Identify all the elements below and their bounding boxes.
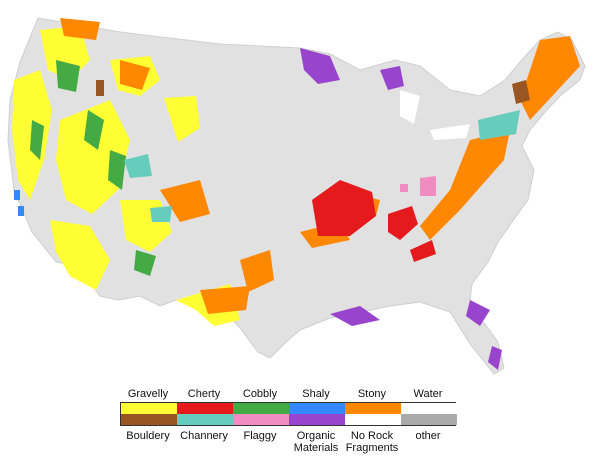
legend-label-channery: Channery: [180, 430, 228, 442]
swatch-no-rock-fragments: [345, 414, 401, 425]
legend-label-organic-materials: Organic Materials: [293, 430, 339, 454]
shaly-regions: [14, 190, 24, 216]
legend-label-other: other: [415, 430, 441, 442]
legend-label-gravelly: Gravelly: [127, 388, 169, 400]
swatch-stony: [345, 403, 401, 414]
legend-label-water: Water: [413, 388, 443, 400]
cobbly-regions: [30, 60, 156, 276]
swatch-other: [401, 414, 457, 425]
swatch-organic-materials: [289, 414, 345, 425]
swatch-bouldery: [121, 414, 177, 425]
cherty-regions: [312, 180, 436, 262]
swatch-gravelly: [121, 403, 177, 414]
legend-label-cherty: Cherty: [187, 388, 221, 400]
legend-label-no-rock-fragments: No Rock Fragments: [345, 430, 399, 454]
swatch-channery: [177, 414, 233, 425]
legend-swatches: [120, 402, 457, 426]
legend-label-flaggy: Flaggy: [243, 430, 277, 442]
swatch-cobbly: [233, 403, 289, 414]
swatch-water: [401, 403, 457, 414]
soil-rock-fragment-map: [7, 17, 586, 375]
legend-label-bouldery: Bouldery: [126, 430, 170, 442]
channery-regions: [124, 110, 520, 222]
swatch-flaggy: [233, 414, 289, 425]
stony-regions: [60, 18, 580, 314]
legend-label-shaly: Shaly: [302, 388, 330, 400]
organic-materials-regions: [300, 48, 502, 370]
water-regions: [400, 90, 470, 140]
bouldery-regions: [96, 80, 530, 104]
swatch-shaly: [289, 403, 345, 414]
legend-label-cobbly: Cobbly: [242, 388, 278, 400]
legend: Gravelly Cherty Cobbly Shaly Stony Water…: [120, 384, 457, 456]
us-land-mass: [7, 17, 586, 375]
legend-label-stony: Stony: [357, 388, 387, 400]
swatch-cherty: [177, 403, 233, 414]
flaggy-regions: [400, 176, 436, 196]
